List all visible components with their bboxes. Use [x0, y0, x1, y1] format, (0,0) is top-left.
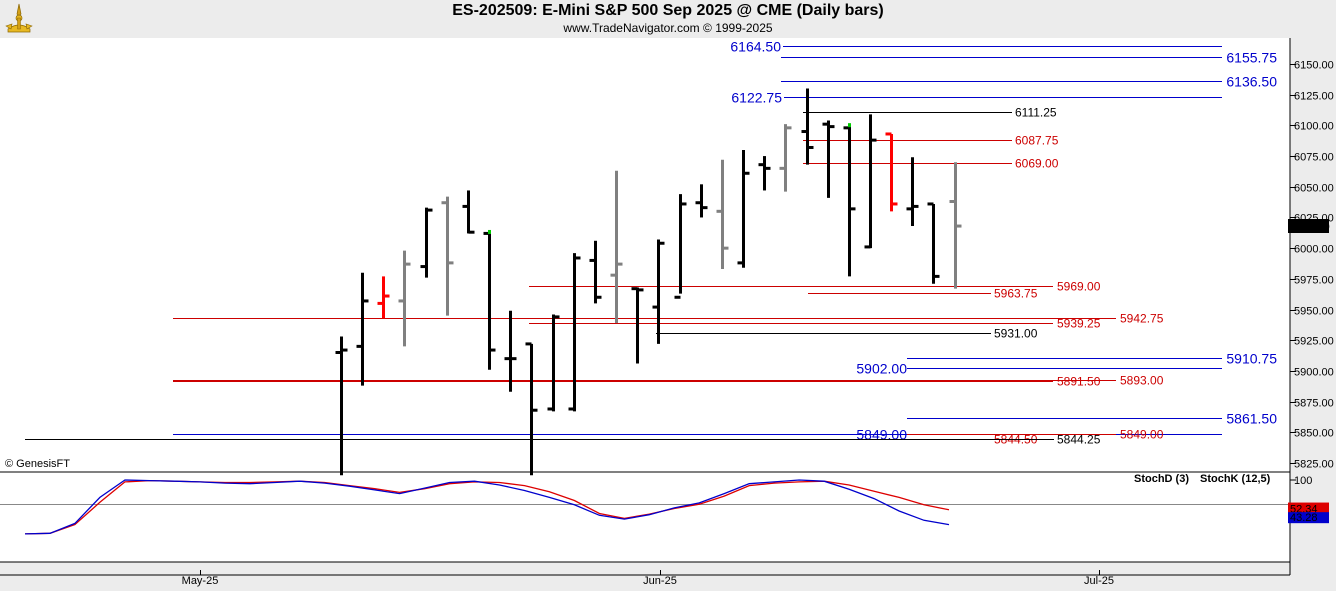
- ohlc-bar-tip: [488, 229, 491, 234]
- level-label: 5969.00: [1057, 280, 1101, 294]
- title-bar: ES-202509: E-Mini S&P 500 Sep 2025 @ CME…: [0, 0, 1336, 38]
- price-axis-tick-label: 5825.00: [1294, 459, 1334, 471]
- watermark: © GenesisFT: [5, 458, 70, 470]
- level-label: 5910.75: [1226, 351, 1277, 367]
- level-label: 6122.75: [731, 90, 782, 106]
- level-label: 5893.00: [1120, 374, 1164, 388]
- level-label: 5942.75: [1120, 312, 1164, 326]
- price-bars: [335, 88, 962, 476]
- stochk-line: [24, 479, 950, 535]
- price-axis-tick-label: 5950.00: [1294, 306, 1334, 318]
- price-axis-tick-label: 6125.00: [1294, 91, 1334, 103]
- stochk-last-value: 43.28: [1290, 512, 1318, 524]
- level-label: 6155.75: [1226, 50, 1277, 66]
- level-label: 5902.00: [856, 361, 907, 377]
- price-axis-tick-label: 6100.00: [1294, 121, 1334, 133]
- level-lines: 6164.50 6155.75 6136.50 6122.75 6111.25 6087.…: [25, 39, 1277, 447]
- level-label: 6069.00: [1015, 157, 1059, 171]
- level-label: 5844.25: [1057, 433, 1101, 447]
- level-label: 6136.50: [1226, 74, 1277, 90]
- time-axis-label: Jul-25: [1084, 575, 1114, 587]
- level-label: 5931.00: [994, 327, 1038, 341]
- level-label: 6111.25: [1015, 106, 1057, 120]
- price-plot-area[interactable]: [0, 38, 1290, 472]
- time-axis: May-25 Jun-25 Jul-25: [182, 570, 1114, 587]
- price-axis-tick-label: 5875.00: [1294, 398, 1334, 410]
- level-label: 5891.50: [1057, 375, 1101, 389]
- level-label: 5963.75: [994, 287, 1038, 301]
- legend-stochk: StochK (12,5): [1200, 473, 1271, 485]
- price-axis-tick-label: 5900.00: [1294, 367, 1334, 379]
- level-label: 5939.25: [1057, 317, 1101, 331]
- chart-title: ES-202509: E-Mini S&P 500 Sep 2025 @ CME…: [452, 2, 884, 19]
- level-label: 6164.50: [730, 39, 781, 55]
- last-price-value: 6018.00: [1290, 221, 1330, 233]
- price-axis-tick-label: 6075.00: [1294, 152, 1334, 164]
- level-label: 5849.00: [856, 427, 907, 443]
- chart-subtitle: www.TradeNavigator.com © 1999-2025: [563, 21, 773, 35]
- price-axis-tick-label: 5850.00: [1294, 428, 1334, 440]
- level-label: 5861.50: [1226, 411, 1277, 427]
- last-price-marker: [1288, 219, 1329, 233]
- legend-stochd: StochD (3): [1134, 473, 1189, 485]
- stochastic-plot-area[interactable]: [0, 472, 1290, 562]
- price-axis: 5825.00 5850.00 5875.00 5900.00 5925.00 5950.…: [1288, 60, 1334, 471]
- stochastic-axis-tick-label: 100: [1294, 475, 1312, 487]
- price-axis-tick-label: 6150.00: [1294, 60, 1334, 72]
- price-axis-tick-label: 5975.00: [1294, 275, 1334, 287]
- price-axis-tick-label: 6000.00: [1294, 244, 1334, 256]
- price-axis-tick-label: 6050.00: [1294, 183, 1334, 195]
- ohlc-bar-tip: [848, 123, 851, 128]
- stochk-last-marker: [1288, 512, 1329, 524]
- stochd-last-marker: [1288, 502, 1329, 515]
- time-axis-label: Jun-25: [643, 575, 677, 587]
- price-axis-tick-label: 5925.00: [1294, 336, 1334, 348]
- trade-navigator-logo-icon: [5, 3, 33, 33]
- level-label: 6087.75: [1015, 134, 1059, 148]
- level-label: 5849.00: [1120, 428, 1164, 442]
- time-axis-label: May-25: [182, 575, 219, 587]
